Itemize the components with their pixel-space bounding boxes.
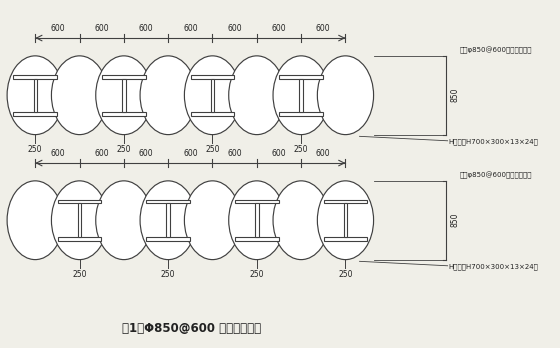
Text: 600: 600 bbox=[227, 24, 242, 33]
Text: 600: 600 bbox=[50, 149, 65, 158]
Text: 250: 250 bbox=[294, 145, 309, 154]
Bar bbox=[146, 200, 190, 204]
Bar bbox=[102, 75, 146, 79]
Ellipse shape bbox=[273, 181, 329, 260]
Bar bbox=[146, 237, 190, 240]
Bar bbox=[344, 204, 347, 237]
Text: 850: 850 bbox=[450, 88, 459, 103]
Bar bbox=[102, 112, 146, 116]
Text: H型钢（H700×300×13×24）: H型钢（H700×300×13×24） bbox=[449, 138, 539, 145]
Bar bbox=[13, 75, 57, 79]
Ellipse shape bbox=[184, 181, 241, 260]
Bar bbox=[58, 237, 101, 240]
Bar bbox=[34, 79, 37, 112]
Text: 600: 600 bbox=[316, 24, 330, 33]
Text: 图1：Φ850@600 工法桩布置图: 图1：Φ850@600 工法桩布置图 bbox=[123, 322, 262, 335]
Text: 250: 250 bbox=[206, 145, 220, 154]
Text: 600: 600 bbox=[272, 24, 286, 33]
Bar bbox=[211, 79, 214, 112]
Text: 600: 600 bbox=[316, 149, 330, 158]
Ellipse shape bbox=[228, 56, 285, 135]
Bar bbox=[300, 79, 303, 112]
Bar bbox=[78, 204, 81, 237]
Bar bbox=[324, 237, 367, 240]
Bar bbox=[122, 79, 125, 112]
Text: 三轴φ850@600水泥土搅拌桩: 三轴φ850@600水泥土搅拌桩 bbox=[460, 47, 532, 54]
Ellipse shape bbox=[140, 56, 197, 135]
Ellipse shape bbox=[318, 56, 374, 135]
Text: 250: 250 bbox=[72, 270, 87, 279]
Bar bbox=[324, 200, 367, 204]
Text: 600: 600 bbox=[183, 149, 198, 158]
Bar bbox=[235, 237, 279, 240]
Ellipse shape bbox=[52, 56, 108, 135]
Text: 250: 250 bbox=[338, 270, 353, 279]
Ellipse shape bbox=[273, 56, 329, 135]
Text: 三轴φ850@600水泥土搅拌桩: 三轴φ850@600水泥土搅拌桩 bbox=[460, 172, 532, 179]
Bar bbox=[191, 112, 234, 116]
Text: 250: 250 bbox=[161, 270, 175, 279]
Bar bbox=[279, 75, 323, 79]
Text: 600: 600 bbox=[50, 24, 65, 33]
Text: 600: 600 bbox=[139, 149, 153, 158]
Ellipse shape bbox=[52, 181, 108, 260]
Ellipse shape bbox=[96, 56, 152, 135]
Text: 250: 250 bbox=[116, 145, 131, 154]
Bar bbox=[191, 75, 234, 79]
Text: 600: 600 bbox=[227, 149, 242, 158]
Text: 850: 850 bbox=[450, 213, 459, 228]
Text: H型钢（H700×300×13×24）: H型钢（H700×300×13×24） bbox=[449, 263, 539, 270]
Text: 600: 600 bbox=[139, 24, 153, 33]
Ellipse shape bbox=[7, 56, 63, 135]
Text: 600: 600 bbox=[272, 149, 286, 158]
Bar bbox=[166, 204, 170, 237]
Bar bbox=[13, 112, 57, 116]
Bar bbox=[255, 204, 259, 237]
Bar bbox=[279, 112, 323, 116]
Text: 250: 250 bbox=[250, 270, 264, 279]
Text: 600: 600 bbox=[95, 149, 109, 158]
Ellipse shape bbox=[184, 56, 241, 135]
Ellipse shape bbox=[7, 181, 63, 260]
Bar bbox=[58, 200, 101, 204]
Text: 600: 600 bbox=[95, 24, 109, 33]
Bar bbox=[235, 200, 279, 204]
Ellipse shape bbox=[96, 181, 152, 260]
Text: 600: 600 bbox=[183, 24, 198, 33]
Ellipse shape bbox=[318, 181, 374, 260]
Ellipse shape bbox=[228, 181, 285, 260]
Text: 250: 250 bbox=[28, 145, 43, 154]
Ellipse shape bbox=[140, 181, 197, 260]
